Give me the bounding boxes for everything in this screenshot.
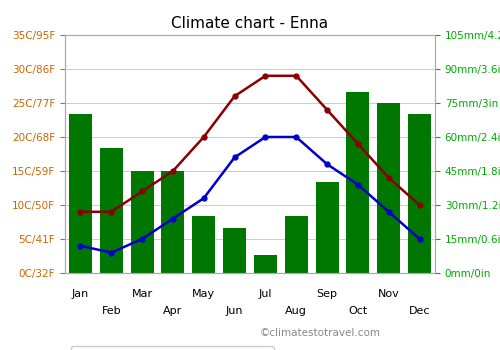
Bar	[130, 171, 154, 273]
Bar	[377, 103, 400, 273]
Text: Aug: Aug	[286, 306, 307, 316]
Text: Jul: Jul	[258, 289, 272, 299]
Text: Sep: Sep	[316, 289, 338, 299]
Text: Nov: Nov	[378, 289, 400, 299]
Text: Oct: Oct	[348, 306, 368, 316]
Text: Feb: Feb	[102, 306, 121, 316]
Bar	[162, 171, 184, 273]
Text: Jan: Jan	[72, 289, 89, 299]
Bar	[408, 114, 431, 273]
Text: Jun: Jun	[226, 306, 244, 316]
Bar	[284, 216, 308, 273]
Text: ©climatestotravel.com: ©climatestotravel.com	[260, 328, 381, 338]
Bar	[223, 228, 246, 273]
Bar	[100, 148, 123, 273]
Bar	[192, 216, 216, 273]
Bar	[69, 114, 92, 273]
Bar	[316, 182, 338, 273]
Text: Mar: Mar	[132, 289, 152, 299]
Text: May: May	[192, 289, 216, 299]
Text: Dec: Dec	[409, 306, 430, 316]
Text: Apr: Apr	[164, 306, 182, 316]
Bar	[346, 92, 370, 273]
Title: Climate chart - Enna: Climate chart - Enna	[172, 16, 328, 31]
Legend: Prec, Min, Max: Prec, Min, Max	[71, 345, 274, 350]
Bar	[254, 255, 277, 273]
